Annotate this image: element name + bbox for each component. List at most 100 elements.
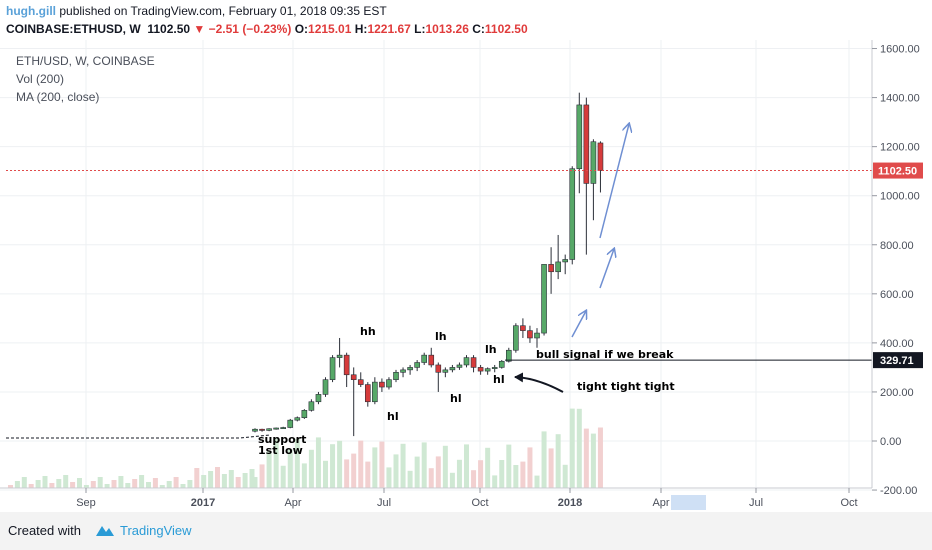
candle-body [576, 104, 583, 170]
volume-bar [273, 438, 279, 488]
y-tick-label: 400.00 [880, 338, 914, 350]
tradingview-link[interactable]: TradingView [120, 523, 192, 538]
footer: Created with TradingView [0, 512, 932, 550]
candle-body [350, 374, 357, 380]
candle-body [329, 357, 336, 380]
candle-body [562, 259, 569, 263]
last-price: 1102.50 [147, 22, 191, 36]
volume-bar [194, 468, 200, 488]
candle-body [421, 354, 428, 363]
volume-bar [132, 479, 138, 488]
volume-bar [506, 444, 512, 488]
current-price-tag-label: 1102.50 [878, 166, 917, 178]
x-tick-label: Apr [652, 497, 669, 509]
symbol-bar: COINBASE:ETHUSD, W 1102.50 ▼ −2.51 (−0.2… [6, 22, 528, 36]
volume-bar [63, 475, 69, 488]
volume-bar [228, 470, 234, 488]
candle-body [477, 367, 484, 372]
volume-bar [485, 447, 491, 488]
volume-bar [118, 476, 124, 488]
volume-bar [492, 475, 498, 488]
y-tick-label: 600.00 [880, 289, 914, 301]
candle-body [414, 362, 420, 368]
volume-bar [527, 447, 533, 488]
candle-body [442, 369, 449, 373]
x-axis-ticks: Sep 2017 Apr Jul Oct 2018 Apr Jul Oct [76, 488, 858, 509]
level-tag [873, 352, 923, 369]
created-with-text: Created with [8, 523, 81, 538]
volume-bar [513, 465, 519, 488]
candle-body [308, 401, 315, 411]
grid [0, 40, 872, 491]
volume-bar [576, 408, 582, 488]
candle-body [379, 381, 385, 388]
y-tick-label: 1600.00 [880, 44, 920, 56]
chart-area[interactable]: hh lh lh hl hl hl support 1st low bull s… [0, 40, 932, 510]
volume-bar [407, 470, 413, 488]
volume-bar [8, 485, 13, 488]
legend-ma: MA (200, close) [16, 90, 100, 104]
close-label: C: [472, 22, 485, 36]
volume-bar [294, 438, 300, 488]
volume-bar [187, 480, 193, 488]
candle-body [400, 369, 406, 373]
candle-body [498, 360, 505, 368]
volume-bar [393, 454, 399, 488]
volume-bar [435, 456, 441, 488]
annotation-lh-1: lh [435, 330, 447, 343]
volume-bar [365, 461, 371, 488]
volume-bar [583, 428, 589, 488]
volume-bar [287, 449, 293, 488]
up-arrow-2 [599, 249, 614, 289]
volume-bar [421, 442, 427, 488]
candle-body [491, 367, 498, 369]
legend-symbol: ETH/USD, W, COINBASE [16, 54, 155, 68]
candle-body [252, 428, 258, 432]
candle-body [463, 357, 470, 366]
volume-bar [323, 460, 328, 488]
candle-body [449, 367, 456, 371]
volume-bar [555, 434, 561, 488]
volume-bar [259, 464, 265, 488]
volume-bar [249, 469, 255, 488]
volume-bar [351, 453, 357, 488]
symbol-name: COINBASE:ETHUSD, W [6, 22, 141, 36]
candle-body [513, 325, 519, 351]
tradingview-cloud-icon[interactable] [92, 523, 116, 542]
publish-info: hugh.gill published on TradingView.com, … [6, 4, 387, 18]
candle-body [470, 357, 477, 368]
open-value: 1215.01 [308, 22, 352, 36]
volume-bar [83, 485, 89, 488]
candle-body [287, 419, 294, 428]
volume-bar [358, 440, 364, 488]
volume-bar [49, 483, 55, 488]
candle-body [364, 384, 371, 403]
y-tick-label: 1200.00 [880, 142, 920, 154]
volume-bar [548, 448, 554, 488]
high-value: 1221.67 [367, 22, 411, 36]
volume-bar [315, 437, 321, 488]
price-change: ▼ −2.51 (−0.23%) [193, 22, 292, 36]
volume-bar [428, 468, 434, 488]
volume-bar [337, 440, 343, 488]
candle-body [301, 410, 308, 418]
author-name[interactable]: hugh.gill [6, 4, 56, 18]
tight-arrow [514, 372, 564, 393]
volume-bar [252, 477, 258, 488]
volume-bar [201, 475, 207, 488]
volume-bar [534, 475, 540, 488]
legend-volume: Vol (200) [16, 72, 65, 86]
volume-bar [90, 481, 96, 488]
volume-bar [221, 474, 227, 488]
low-value: 1013.26 [425, 22, 469, 36]
volume-bar [499, 460, 505, 488]
volume-bar [125, 483, 131, 488]
candle-body [590, 141, 597, 184]
published-text: published on TradingView.com, February 0… [59, 4, 387, 18]
volume-bar [77, 478, 82, 488]
volume-bar [152, 478, 158, 488]
annotation-hh: hh [360, 325, 376, 338]
price-chart[interactable]: hh lh lh hl hl hl support 1st low bull s… [0, 40, 932, 510]
volume-bar [449, 472, 455, 488]
candle-body [505, 349, 512, 362]
